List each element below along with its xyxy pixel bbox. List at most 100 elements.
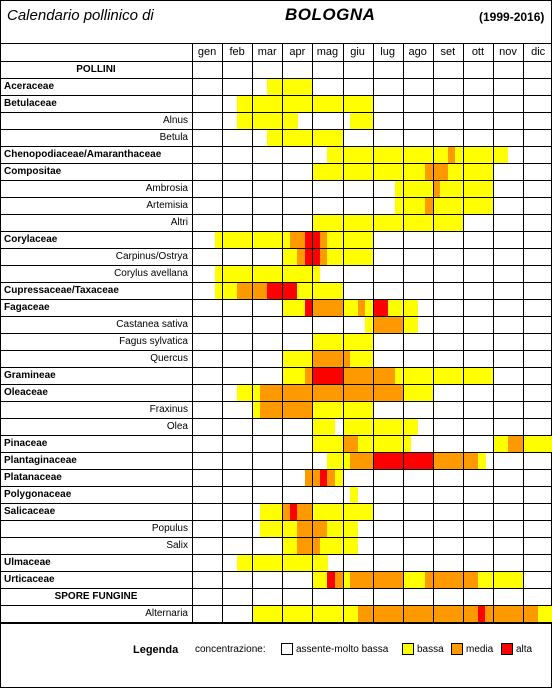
concentration-cell [334,436,343,452]
concentration-cell [395,164,404,180]
concentration-cell [319,555,328,571]
concentration-cell [304,351,313,367]
grid-line [1,231,551,232]
row-label: Salicaceae [4,506,56,517]
concentration-cell [267,266,276,282]
concentration-cell [523,606,532,622]
concentration-cell [252,385,261,401]
concentration-cell [327,351,336,367]
concentration-cell [289,232,298,248]
concentration-cell [395,453,404,469]
concentration-cell [477,572,486,588]
concentration-cell [410,385,419,401]
concentration-cell [380,368,389,384]
concentration-cell [297,538,306,554]
concentration-cell [350,453,358,469]
concentration-cell [342,436,351,452]
concentration-cell [417,198,426,214]
concentration-cell [259,96,268,112]
legend-item-medium: media [451,643,493,655]
concentration-cell [297,283,306,299]
concentration-cell [530,436,539,452]
concentration-cell [425,198,434,214]
concentration-cell [289,555,298,571]
concentration-cell [297,96,306,112]
concentration-cell [282,249,291,265]
concentration-cell [289,504,298,520]
concentration-cell [304,555,313,571]
concentration-cell [365,453,373,469]
concentration-cell [252,555,261,571]
month-header-apr: apr [289,46,306,58]
concentration-cell [259,555,268,571]
concentration-cell [432,215,441,231]
row-label: Carpinus/Ostrya [115,251,188,262]
concentration-cell [334,249,343,265]
concentration-cell [365,606,373,622]
concentration-cell [222,232,231,248]
concentration-cell [455,368,464,384]
concentration-cell [365,351,373,367]
concentration-cell [237,385,246,401]
concentration-cell [395,436,404,452]
concentration-cell [440,606,449,622]
concentration-cell [425,606,434,622]
concentration-cell [334,232,343,248]
concentration-cell [267,504,276,520]
concentration-cell [259,606,268,622]
concentration-cell [312,96,321,112]
month-header-lug: lug [380,46,395,58]
concentration-cell [297,266,306,282]
concentration-cell [334,385,343,401]
grid-line [1,163,551,164]
pollen-calendar-table: gen feb mar apr mag giu lug ago set ott nov dic POLL… [1,44,552,623]
concentration-cell [380,215,389,231]
concentration-cell [410,198,419,214]
concentration-cell [447,181,456,197]
grid-line [1,452,551,453]
concentration-cell [259,521,268,537]
concentration-cell [244,555,253,571]
concentration-cell [259,402,268,418]
concentration-cell [252,266,261,282]
grid-line [1,384,551,385]
concentration-cell [312,215,321,231]
concentration-cell [319,368,328,384]
concentration-cell [274,113,283,129]
concentration-cell [312,283,321,299]
concentration-cell [395,198,404,214]
concentration-cell [500,147,509,163]
legend-label: bassa [417,643,444,655]
month-header-mag: mag [316,46,339,58]
concentration-cell [477,368,486,384]
row-label: Ulmaceae [4,557,51,568]
concentration-cell [432,147,441,163]
concentration-cell [304,606,313,622]
concentration-cell [319,215,328,231]
concentration-cell [417,215,426,231]
concentration-cell [312,334,321,350]
concentration-cell [297,351,306,367]
concentration-cell [402,385,411,401]
concentration-cell [372,436,381,452]
concentration-cell [319,521,328,537]
row-label: Betulaceae [4,98,57,109]
concentration-cell [462,164,471,180]
concentration-cell [470,368,479,384]
concentration-cell [282,113,291,129]
concentration-cell [274,266,283,282]
concentration-cell [372,606,381,622]
concentration-cell [425,215,434,231]
concentration-cell [523,436,532,452]
legend: Legenda concentrazione: assente-molto ba… [1,623,551,688]
concentration-cell [447,572,456,588]
concentration-cell [304,402,313,418]
concentration-cell [327,436,336,452]
concentration-cell [350,147,358,163]
concentration-cell [350,249,358,265]
concentration-cell [440,572,449,588]
concentration-cell [259,385,268,401]
concentration-cell [319,402,328,418]
concentration-cell [312,572,321,588]
concentration-cell [365,249,373,265]
